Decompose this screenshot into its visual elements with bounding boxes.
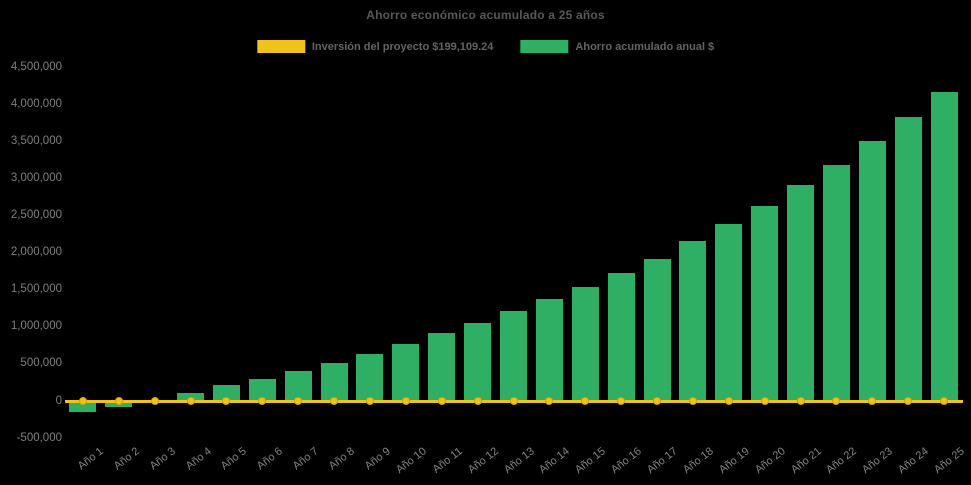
- bar-año-6: [248, 378, 276, 401]
- investment-line-marker: [222, 397, 231, 405]
- bar-año-20: [751, 206, 779, 401]
- investment-line-marker: [724, 397, 733, 405]
- bar-año-1: [69, 401, 97, 413]
- y-axis-label: 3,500,000: [10, 134, 62, 147]
- legend-label-ahorro: Ahorro acumulado anual $: [575, 40, 715, 53]
- investment-line-marker: [688, 397, 697, 405]
- legend-item-ahorro: Ahorro acumulado anual $: [520, 40, 714, 53]
- investment-line-marker: [114, 397, 123, 405]
- investment-line-marker: [258, 397, 267, 405]
- y-axis-label: 1,000,000: [10, 320, 62, 333]
- bar-año-24: [894, 116, 922, 401]
- bar-año-12: [464, 323, 492, 401]
- investment-line-marker: [581, 397, 590, 405]
- investment-line-marker: [401, 397, 410, 405]
- investment-line-marker: [509, 397, 518, 405]
- legend-swatch-ahorro: [520, 40, 569, 53]
- investment-line-marker: [545, 397, 554, 405]
- investment-line-marker: [832, 397, 841, 405]
- bar-año-8: [320, 363, 348, 401]
- investment-line-marker: [940, 397, 949, 405]
- y-axis-label: 1,500,000: [10, 283, 62, 296]
- y-axis-label: 2,000,000: [10, 246, 62, 259]
- bar-año-17: [643, 258, 671, 401]
- y-axis-label: 2,500,000: [10, 209, 62, 221]
- bar-año-15: [571, 287, 599, 401]
- investment-line-marker: [437, 397, 446, 405]
- bar-año-11: [428, 333, 456, 401]
- legend-swatch-inversion: [256, 40, 305, 53]
- legend-item-inversion: Inversión del proyecto $199,109.24: [256, 40, 494, 53]
- investment-line-marker: [330, 397, 339, 405]
- y-axis-label: 4,000,000: [10, 97, 62, 110]
- investment-line-marker: [796, 397, 805, 405]
- y-axis-label: 4,500,000: [10, 60, 62, 73]
- legend-label-inversion: Inversión del proyecto $199,109.24: [311, 40, 494, 53]
- investment-line-marker: [150, 397, 159, 405]
- y-axis-label: 0: [55, 394, 62, 407]
- bar-año-7: [284, 371, 312, 401]
- bar-año-10: [392, 344, 420, 401]
- bar-año-22: [822, 165, 850, 401]
- y-axis-label: 500,000: [20, 357, 62, 370]
- investment-line-marker: [294, 397, 303, 405]
- investment-line-marker: [653, 397, 662, 405]
- bar-año-14: [535, 298, 563, 401]
- legend: Inversión del proyecto $199,109.24 Ahorr…: [256, 40, 714, 53]
- investment-line-marker: [365, 397, 374, 405]
- bar-año-21: [787, 185, 815, 401]
- bar-año-25: [930, 91, 958, 401]
- investment-line-marker: [186, 397, 195, 405]
- investment-line-marker: [78, 397, 87, 405]
- y-axis-label: 3,000,000: [10, 171, 62, 184]
- bar-año-4: [177, 392, 205, 401]
- bar-año-16: [607, 273, 635, 401]
- bar-año-13: [500, 311, 527, 401]
- investment-line-marker: [473, 397, 482, 405]
- y-axis-label: -500,000: [16, 431, 62, 444]
- investment-line-marker: [760, 397, 769, 405]
- bar-año-19: [715, 223, 743, 401]
- bar-año-9: [356, 354, 384, 401]
- investment-line-marker: [904, 397, 913, 405]
- bar-año-23: [858, 140, 886, 401]
- investment-line-marker: [868, 397, 877, 405]
- bar-año-18: [679, 240, 707, 401]
- chart-title: Ahorro económico acumulado a 25 años: [366, 8, 605, 22]
- investment-line-marker: [617, 397, 626, 405]
- bar-año-5: [212, 385, 240, 401]
